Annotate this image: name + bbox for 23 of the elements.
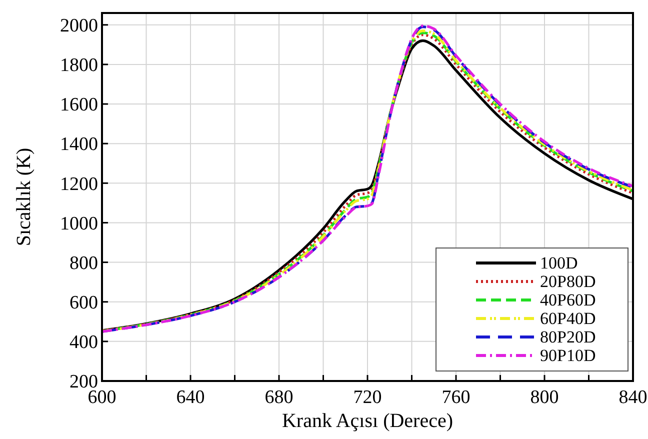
legend-label: 100D (540, 254, 578, 272)
x-tick-label: 800 (530, 387, 559, 408)
y-tick-label: 1600 (60, 94, 98, 116)
y-tick-label: 1400 (60, 134, 98, 156)
x-axis-title: Krank Açısı (Derece) (282, 410, 454, 432)
x-tick-label: 680 (264, 387, 294, 408)
x-tick-label: 640 (176, 387, 205, 408)
y-tick-label: 400 (70, 332, 98, 354)
y-tick-label: 2000 (60, 16, 98, 37)
legend-label: 60P40D (540, 309, 596, 328)
y-axis-title: Sıcaklık (K) (13, 148, 35, 246)
y-tick-label: 800 (70, 252, 98, 274)
y-tick-label: 1800 (60, 55, 98, 76)
y-tick-label: 600 (70, 292, 98, 314)
y-tick-label: 1200 (60, 174, 98, 195)
legend-label: 80P20D (540, 328, 596, 346)
x-tick-label: 760 (442, 387, 470, 408)
x-tick-label: 720 (353, 387, 382, 408)
legend-label: 40P60D (540, 290, 596, 310)
y-tick-label: 1000 (60, 213, 98, 234)
x-tick-label: 840 (618, 387, 648, 408)
legend-label: 90P10D (540, 346, 596, 365)
legend-label: 20P80D (540, 272, 596, 291)
